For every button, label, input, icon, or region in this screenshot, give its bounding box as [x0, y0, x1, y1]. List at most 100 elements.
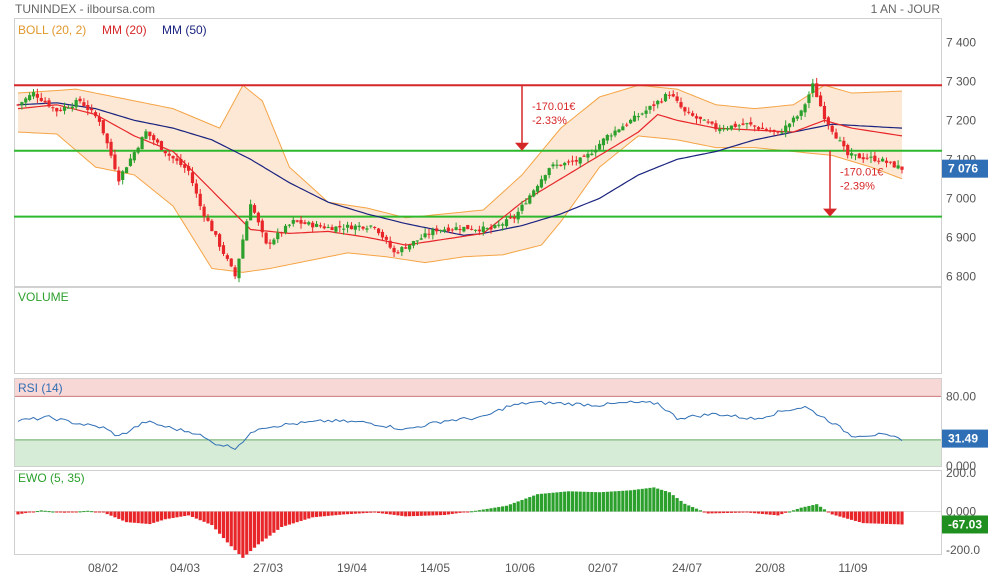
ewo-bar: [136, 511, 140, 524]
candle-body: [725, 128, 730, 130]
candle-body: [194, 183, 198, 194]
candle-body: [756, 127, 761, 130]
ewo-bar: [869, 511, 873, 524]
candle-body: [373, 226, 377, 228]
ewo-bar: [202, 511, 206, 522]
candle-body: [462, 226, 466, 232]
rsi-y-tick: 80.00: [946, 389, 976, 403]
ewo-bar: [818, 506, 823, 512]
ewo-bar: [66, 511, 71, 513]
ewo-bar: [613, 491, 617, 512]
price-last-value-bg: [942, 159, 988, 178]
ewo-bar: [756, 511, 761, 514]
candle-body: [43, 100, 47, 103]
ewo-bar: [547, 493, 551, 512]
ewo-bar: [621, 490, 625, 512]
ewo-bar: [256, 511, 260, 545]
candle-body: [93, 112, 98, 117]
candle-body: [679, 102, 683, 108]
candle-body: [407, 244, 412, 250]
ewo-bar: [225, 511, 229, 543]
candle-body: [741, 123, 745, 125]
candle-body: [206, 217, 210, 221]
candle-body: [66, 107, 71, 109]
candle-body: [675, 96, 679, 101]
ewo-bar: [39, 510, 43, 512]
candle-body: [745, 123, 749, 125]
candle-body: [516, 211, 520, 220]
ewo-bar: [78, 511, 82, 513]
candle-body: [121, 171, 125, 180]
candle-body: [683, 107, 687, 112]
candle-body: [338, 225, 342, 228]
candle-body: [411, 241, 416, 246]
candle-body: [818, 95, 823, 107]
ewo-bar: [520, 499, 524, 512]
candle-body: [842, 140, 846, 147]
ewo-y-tick: 0.000: [946, 505, 976, 519]
ewo-bar: [384, 511, 388, 514]
candle-body: [888, 161, 892, 163]
candle-body: [597, 143, 602, 150]
ewo-bar: [888, 511, 892, 525]
candle-body: [198, 193, 202, 207]
period-label[interactable]: 1 AN - JOUR: [871, 2, 941, 16]
candle-body: [559, 164, 563, 166]
x-axis-label: 14/05: [420, 561, 450, 575]
ewo-bar: [656, 488, 660, 512]
ewo-bar: [706, 511, 710, 514]
candle-body: [245, 221, 249, 241]
ewo-bar: [539, 493, 544, 512]
candle-body: [849, 153, 854, 156]
candle-body: [82, 102, 86, 107]
ewo-bar: [206, 511, 210, 524]
candle-body: [714, 123, 718, 130]
ewo-bar: [803, 506, 807, 512]
ewo-bar: [795, 508, 799, 512]
candle-body: [380, 231, 385, 238]
rsi-panel: [15, 379, 941, 466]
ewo-bar: [512, 502, 516, 512]
ewo-bar: [55, 511, 59, 513]
ewo-bar: [241, 511, 245, 558]
candle-body: [86, 104, 90, 110]
ewo-bar: [93, 511, 98, 513]
candle-body: [687, 111, 691, 113]
candle-body: [722, 128, 726, 130]
candle-body: [574, 160, 578, 162]
candle-body: [70, 106, 74, 109]
ewo-bar: [625, 490, 629, 512]
ewo-bar: [745, 511, 749, 513]
ewo-bar: [609, 491, 613, 512]
ewo-bar: [733, 511, 737, 513]
ewo-bar: [245, 511, 249, 555]
ewo-bar: [900, 511, 904, 525]
ewo-bar: [16, 511, 20, 515]
ewo-bar: [749, 511, 753, 513]
candle-body: [644, 110, 648, 114]
candle-body: [376, 228, 381, 234]
candles: [16, 77, 904, 283]
candle-body: [446, 227, 450, 232]
candle-body: [737, 125, 741, 127]
candle-body: [718, 128, 722, 132]
candle-body: [803, 104, 807, 113]
candle-body: [237, 258, 241, 279]
candle-body: [132, 152, 136, 161]
ewo-bar: [660, 489, 664, 512]
candle-body: [826, 117, 830, 125]
ewo-bar: [702, 511, 706, 513]
candle-body: [318, 225, 323, 227]
ewo-bar: [411, 511, 416, 517]
price-y-tick: 7 200: [946, 113, 976, 127]
candle-body: [396, 252, 400, 254]
ewo-bar: [144, 511, 148, 524]
ewo-bar: [218, 511, 222, 534]
ewo-bar: [481, 509, 485, 512]
ewo-bar: [884, 511, 889, 524]
candle-body: [214, 231, 218, 235]
ewo-last-value: -67.03: [948, 517, 982, 531]
ewo-bar: [299, 511, 303, 521]
candle-body: [307, 222, 311, 225]
ewo-bar: [532, 495, 536, 512]
